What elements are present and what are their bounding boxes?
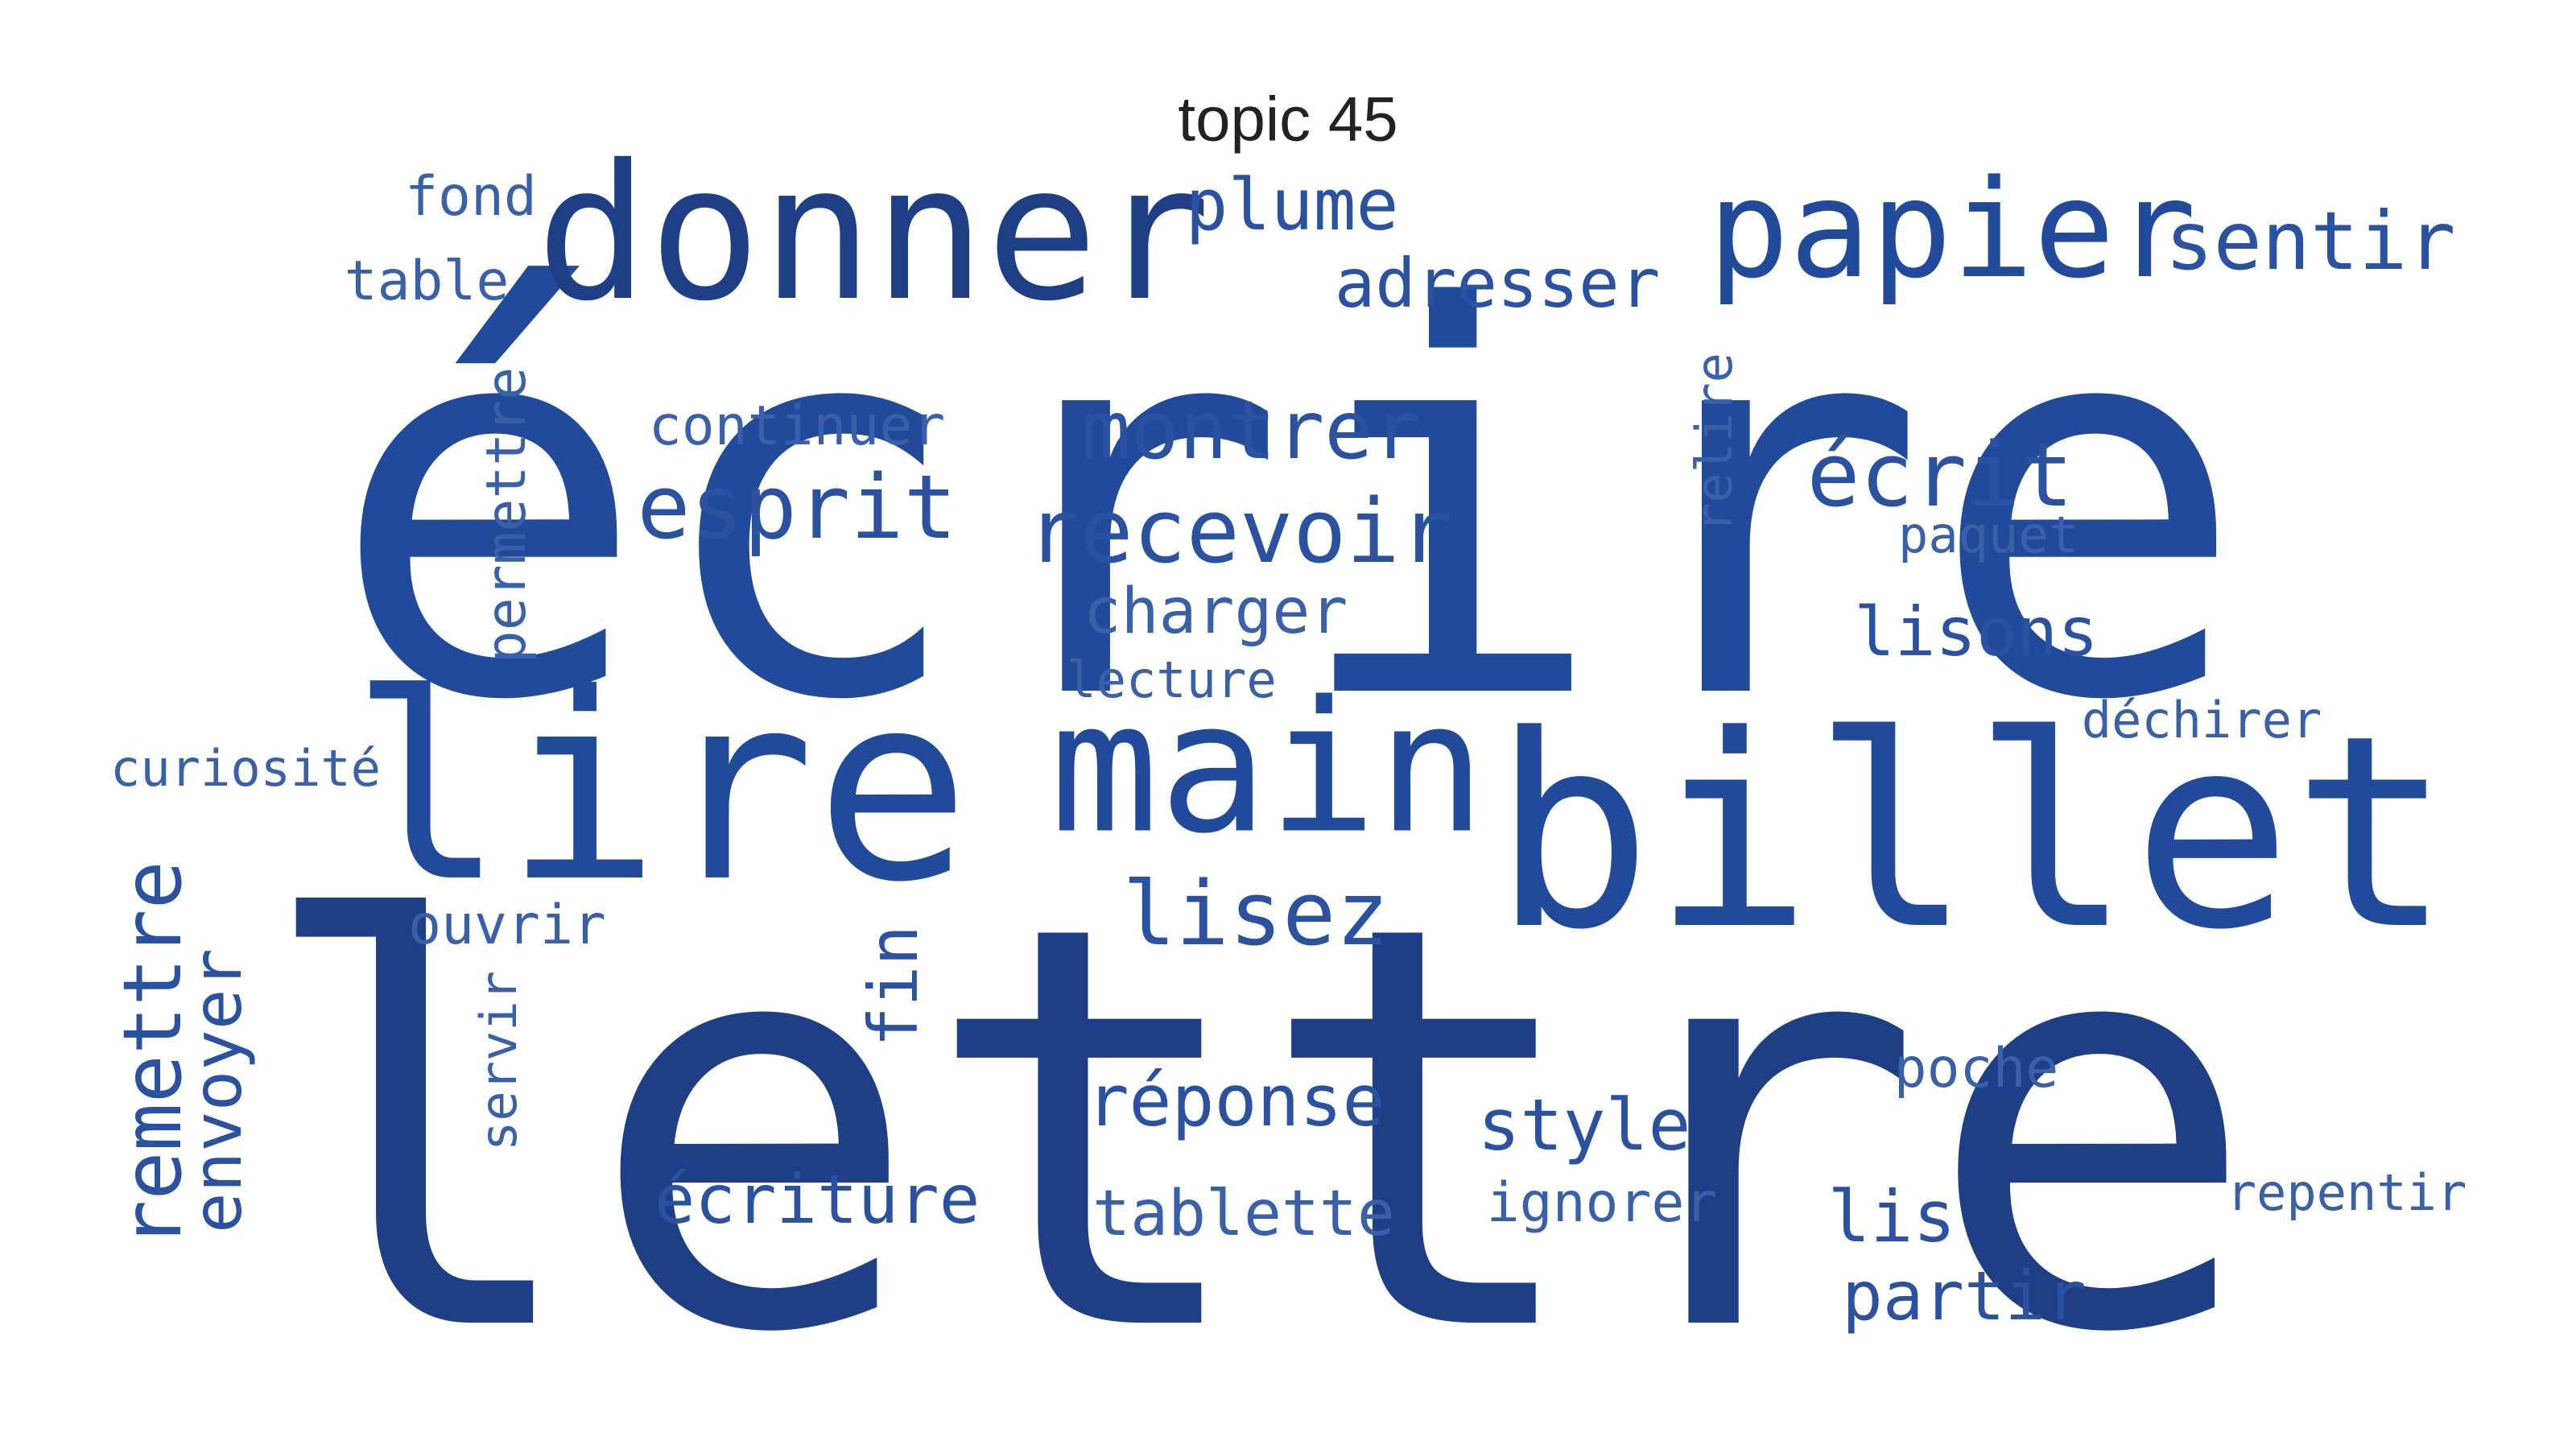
word-plume: plume	[1185, 163, 1399, 246]
word-paquet: paquet	[1898, 506, 2079, 564]
word-montrer: montrer	[1082, 383, 1422, 477]
word-papier: papier	[1707, 151, 2197, 308]
word-ecrit: écrit	[1806, 423, 2074, 526]
word-curiosite: curiosité	[110, 739, 381, 798]
word-lis: lis	[1827, 1175, 1956, 1258]
word-envoyer: envoyer	[178, 947, 257, 1234]
word-ouvrir: ouvrir	[408, 894, 606, 957]
word-reponse: réponse	[1086, 1059, 1385, 1142]
word-table: table	[344, 250, 510, 313]
word-ecrire: écrire	[328, 197, 2248, 816]
word-recevoir: recevoir	[1026, 480, 1453, 583]
word-ecriture: écriture	[654, 1160, 980, 1239]
word-main: main	[1050, 663, 1486, 874]
word-ignorer: ignorer	[1486, 1171, 1718, 1235]
word-poche: poche	[1893, 1037, 2059, 1100]
word-charger: charger	[1083, 576, 1348, 648]
word-fin: fin	[854, 925, 933, 1047]
word-relire: relire	[1685, 353, 1744, 533]
word-adresser: adresser	[1334, 244, 1661, 323]
word-servir: servir	[469, 971, 528, 1151]
word-lisez: lisez	[1122, 862, 1389, 965]
word-repentir: repentir	[2226, 1163, 2467, 1222]
word-lisons: lisons	[1854, 592, 2099, 671]
word-dechirer: déchirer	[2081, 691, 2322, 749]
word-continuer: continuer	[648, 394, 946, 458]
word-lettre: lettre	[252, 807, 2260, 1449]
word-sentir: sentir	[2165, 194, 2456, 288]
word-esprit: esprit	[637, 456, 957, 559]
word-lire: lire	[349, 639, 971, 939]
word-tablette: tablette	[1092, 1178, 1395, 1250]
word-fond: fond	[405, 165, 537, 229]
word-billet: billet	[1492, 679, 2453, 988]
figure-title: topic 45	[1178, 83, 1398, 155]
word-permettre: permettre	[475, 366, 539, 664]
word-style: style	[1477, 1084, 1691, 1166]
word-lecture: lecture	[1066, 650, 1277, 709]
word-donner: donner	[535, 125, 1212, 342]
word-partir: partir	[1842, 1257, 2087, 1335]
